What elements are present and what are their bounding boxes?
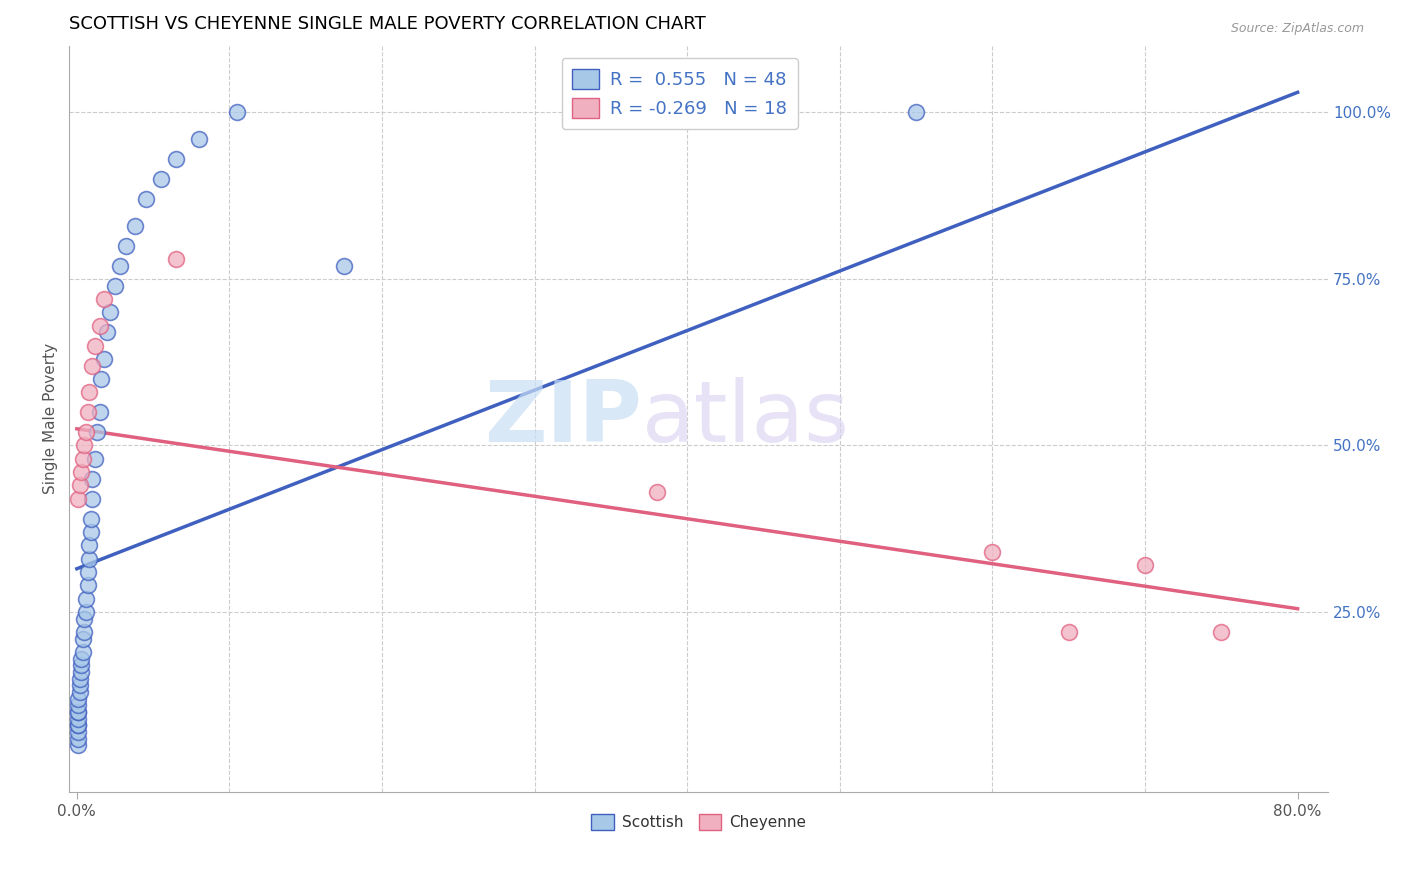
Point (93, 351, 115, 366)
Point (124, 219, 146, 233)
Point (69, 678, 91, 692)
Point (108, 259, 131, 273)
Text: Source: ZipAtlas.com: Source: ZipAtlas.com (1230, 22, 1364, 36)
Point (1211, 625, 1233, 640)
Point (135, 192, 157, 206)
Point (69, 478, 91, 492)
Point (104, 278, 127, 293)
Point (67, 731, 90, 746)
Point (75, 425, 97, 439)
Point (75, 605, 97, 619)
Point (70, 465, 93, 479)
Point (70, 651, 93, 665)
Point (73, 438, 96, 452)
Point (1057, 625, 1080, 640)
Point (67, 718, 90, 732)
Point (79, 512, 101, 526)
Point (100, 305, 122, 319)
Point (73, 625, 96, 640)
Point (82, 472, 104, 486)
Point (333, 259, 356, 273)
Point (76, 405, 98, 419)
Point (981, 545, 1004, 559)
Point (77, 538, 100, 552)
Point (114, 238, 136, 252)
Point (226, 105, 249, 120)
Point (76, 565, 98, 579)
Text: ZIP: ZIP (484, 377, 643, 460)
Point (67, 698, 90, 713)
Point (67, 718, 90, 732)
Point (89, 405, 111, 419)
Point (67, 691, 90, 706)
Point (67, 712, 90, 726)
Point (67, 739, 90, 753)
Point (77, 551, 100, 566)
Point (72, 632, 94, 646)
Point (77, 385, 100, 400)
Point (187, 132, 209, 146)
Point (96, 325, 118, 339)
Point (70, 658, 93, 673)
Point (165, 152, 187, 166)
Y-axis label: Single Male Poverty: Single Male Poverty (44, 343, 58, 494)
Point (645, 485, 668, 500)
Point (67, 705, 90, 719)
Point (165, 252, 187, 266)
Point (90, 372, 112, 386)
Point (70, 665, 93, 679)
Text: SCOTTISH VS CHEYENNE SINGLE MALE POVERTY CORRELATION CHART: SCOTTISH VS CHEYENNE SINGLE MALE POVERTY… (69, 15, 706, 33)
Legend: Scottish, Cheyenne: Scottish, Cheyenne (585, 807, 813, 837)
Point (1133, 558, 1156, 573)
Point (72, 645, 94, 659)
Point (76, 578, 98, 592)
Point (67, 725, 90, 739)
Point (905, 105, 928, 120)
Point (82, 359, 104, 373)
Point (84, 451, 107, 466)
Point (67, 705, 90, 719)
Point (73, 612, 96, 626)
Point (79, 525, 101, 540)
Point (75, 591, 97, 606)
Text: atlas: atlas (643, 377, 851, 460)
Point (69, 685, 91, 699)
Point (86, 425, 108, 439)
Point (149, 172, 172, 186)
Point (72, 451, 94, 466)
Point (82, 491, 104, 506)
Point (93, 292, 115, 306)
Point (84, 338, 107, 352)
Point (69, 672, 91, 686)
Point (89, 318, 111, 333)
Point (67, 491, 90, 506)
